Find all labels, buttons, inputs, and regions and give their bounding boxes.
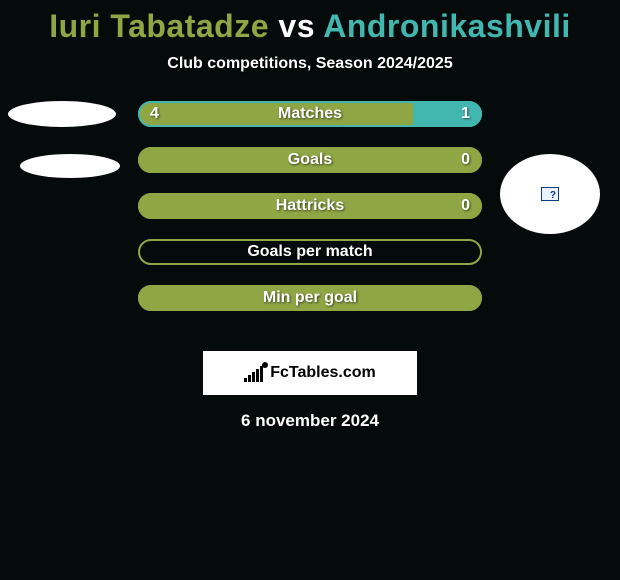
subtitle: Club competitions, Season 2024/2025 — [0, 55, 620, 73]
decor-oval — [20, 154, 120, 178]
stat-label: Goals per match — [138, 239, 482, 265]
stat-value-right: 0 — [461, 193, 470, 219]
stat-value-right: 1 — [461, 101, 470, 127]
signal-icon — [244, 364, 266, 382]
player1-name: Iuri Tabatadze — [49, 8, 269, 44]
player2-name: Andronikashvili — [323, 8, 571, 44]
stat-value-right: 0 — [461, 147, 470, 173]
stat-bars: Matches41Goals0Hattricks0Goals per match… — [138, 101, 482, 331]
stat-label: Hattricks — [138, 193, 482, 219]
stat-row: Matches4 1 — [138, 101, 482, 127]
stat-row: Min per goal — [138, 285, 482, 311]
vs-text: vs — [278, 8, 315, 44]
stat-label: Matches — [138, 101, 482, 127]
player-avatar-placeholder — [500, 154, 600, 234]
stat-row: Goals0 — [138, 147, 482, 173]
stat-label: Goals — [138, 147, 482, 173]
image-placeholder-icon — [541, 187, 559, 201]
stat-value-left: 4 — [150, 101, 159, 127]
stat-row: Goals per match — [138, 239, 482, 265]
date-text: 6 november 2024 — [0, 411, 620, 431]
stat-label: Min per goal — [138, 285, 482, 311]
comparison-title: Iuri Tabatadze vs Andronikashvili — [0, 0, 620, 45]
stat-row: Hattricks0 — [138, 193, 482, 219]
stats-stage: Matches41Goals0Hattricks0Goals per match… — [0, 101, 620, 331]
brand-text: FcTables.com — [270, 364, 376, 382]
decor-oval — [8, 101, 116, 127]
brand-box: FcTables.com — [203, 351, 417, 395]
